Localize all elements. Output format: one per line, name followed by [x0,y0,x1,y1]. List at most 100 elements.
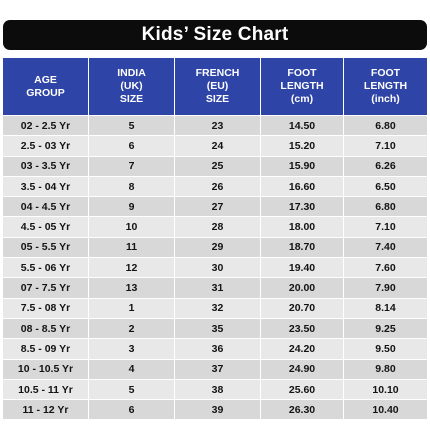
column-header-india-uk-size: INDIA (UK) SIZE [89,58,175,115]
table-cell-age-group: 2.5 - 03 Yr [3,135,89,156]
table-cell-foot-length-inch: 7.10 [344,216,427,237]
table-header: AGE GROUP INDIA (UK) SIZE FRENCH (EU) SIZE FOOT L… [3,58,427,115]
table-cell-foot-length-inch: 6.26 [344,155,427,176]
table-cell-age-group: 5.5 - 06 Yr [3,257,89,278]
table-cell-french-eu-size: 38 [175,378,261,400]
table-cell-india-uk-size: 1 [89,297,175,318]
table-cell-age-group: 02 - 2.5 Yr [3,115,89,136]
chart-title: Kids’ Size Chart [141,24,289,45]
table-body: 02 - 2.5 Yr 5 23 14.50 6.80 2.5 - 03 Yr 6 24 15.… [3,115,427,420]
table-cell-foot-length-cm: 25.60 [261,378,344,400]
table-cell-age-group: 05 - 5.5 Yr [3,236,89,258]
column-header-line: (UK) [120,80,143,92]
table-cell-india-uk-size: 6 [89,399,175,420]
table-cell-foot-length-cm: 18.00 [261,216,344,237]
column-header-line: (cm) [290,93,314,105]
column-header-age-group: AGE GROUP [3,58,89,115]
table-cell-india-uk-size: 5 [89,378,175,400]
table-cell-french-eu-size: 31 [175,277,261,298]
column-header-line: AGE [34,73,57,86]
table-cell-foot-length-inch: 9.50 [344,338,427,359]
table-cell-india-uk-size: 7 [89,155,175,176]
column-header-line: (EU) [206,80,229,92]
table-cell-french-eu-size: 32 [175,297,261,318]
column-header-line: SIZE [119,93,144,105]
table-cell-foot-length-cm: 26.30 [261,399,344,420]
table-cell-french-eu-size: 30 [175,257,261,278]
table-cell-foot-length-inch: 10.10 [344,378,427,400]
table-cell-india-uk-size: 12 [89,257,175,278]
table-cell-india-uk-size: 11 [89,236,175,258]
table-row: 2.5 - 03 Yr 6 24 15.20 7.10 [3,135,427,156]
column-header-line: SIZE [205,93,230,105]
table-cell-foot-length-inch: 10.40 [344,399,427,420]
table-cell-foot-length-inch: 6.80 [344,196,427,217]
table-cell-foot-length-inch: 6.50 [344,175,427,197]
table-cell-india-uk-size: 3 [89,338,175,359]
column-header-line: FRENCH [195,67,240,79]
table-row: 4.5 - 05 Yr 10 28 18.00 7.10 [3,216,427,237]
table-row: 08 - 8.5 Yr 2 35 23.50 9.25 [3,317,427,339]
table-row: 04 - 4.5 Yr 9 27 17.30 6.80 [3,196,427,217]
table-cell-india-uk-size: 2 [89,317,175,339]
column-header-foot-length-inch: FOOT LENGTH (inch) [344,58,427,115]
table-cell-foot-length-cm: 15.90 [261,155,344,176]
header-row: AGE GROUP INDIA (UK) SIZE FRENCH (EU) SIZE FOOT L… [3,58,427,115]
table-cell-age-group: 3.5 - 04 Yr [3,175,89,197]
table-cell-foot-length-inch: 6.80 [344,115,427,136]
table-cell-french-eu-size: 24 [175,135,261,156]
table-cell-age-group: 03 - 3.5 Yr [3,155,89,176]
table-cell-foot-length-cm: 15.20 [261,135,344,156]
column-header-line: LENGTH [363,80,408,92]
table-cell-foot-length-cm: 20.00 [261,277,344,298]
table-cell-foot-length-cm: 24.90 [261,358,344,379]
size-chart-table: AGE GROUP INDIA (UK) SIZE FRENCH (EU) SIZE FOOT L… [3,58,427,420]
column-header-line: FOOT [287,67,317,79]
table-row: 07 - 7.5 Yr 13 31 20.00 7.90 [3,277,427,298]
table-cell-age-group: 10 - 10.5 Yr [3,358,89,379]
table-cell-india-uk-size: 5 [89,115,175,136]
table-cell-french-eu-size: 36 [175,338,261,359]
table-cell-foot-length-cm: 20.70 [261,297,344,318]
table-cell-foot-length-inch: 9.25 [344,317,427,339]
column-header-line: GROUP [26,86,65,99]
table-cell-foot-length-inch: 7.40 [344,236,427,258]
table-cell-india-uk-size: 10 [89,216,175,237]
column-header-line: FOOT [370,67,401,79]
table-row: 10.5 - 11 Yr 5 38 25.60 10.10 [3,378,427,400]
table-row: 05 - 5.5 Yr 11 29 18.70 7.40 [3,236,427,258]
table-cell-foot-length-inch: 9.80 [344,358,427,379]
table-row: 8.5 - 09 Yr 3 36 24.20 9.50 [3,338,427,359]
table-cell-india-uk-size: 6 [89,135,175,156]
table-cell-age-group: 08 - 8.5 Yr [3,317,89,339]
table-cell-foot-length-cm: 14.50 [261,115,344,136]
table-cell-foot-length-cm: 19.40 [261,257,344,278]
table-cell-age-group: 4.5 - 05 Yr [3,216,89,237]
table-row: 03 - 3.5 Yr 7 25 15.90 6.26 [3,155,427,176]
column-header-line: INDIA [117,67,146,79]
table-row: 11 - 12 Yr 6 39 26.30 10.40 [3,399,427,420]
column-header-french-eu-size: FRENCH (EU) SIZE [175,58,261,115]
table-cell-age-group: 8.5 - 09 Yr [3,338,89,359]
table-cell-foot-length-inch: 8.14 [344,297,427,318]
table-cell-india-uk-size: 4 [89,358,175,379]
table-row: 5.5 - 06 Yr 12 30 19.40 7.60 [3,257,427,278]
table-cell-age-group: 10.5 - 11 Yr [3,378,89,400]
table-cell-french-eu-size: 28 [175,216,261,237]
table-cell-french-eu-size: 26 [175,175,261,197]
column-header-line: LENGTH [280,80,324,92]
table-cell-french-eu-size: 25 [175,155,261,176]
table-cell-french-eu-size: 27 [175,196,261,217]
table-cell-age-group: 07 - 7.5 Yr [3,277,89,298]
table-cell-foot-length-inch: 7.60 [344,257,427,278]
table-cell-french-eu-size: 29 [175,236,261,258]
table-cell-india-uk-size: 8 [89,175,175,197]
table-cell-foot-length-cm: 18.70 [261,236,344,258]
table-cell-foot-length-cm: 17.30 [261,196,344,217]
column-header-line: (inch) [371,93,400,105]
table-cell-foot-length-inch: 7.90 [344,277,427,298]
table-cell-french-eu-size: 37 [175,358,261,379]
column-header-foot-length-cm: FOOT LENGTH (cm) [261,58,344,115]
table-cell-french-eu-size: 23 [175,115,261,136]
table-cell-foot-length-cm: 24.20 [261,338,344,359]
